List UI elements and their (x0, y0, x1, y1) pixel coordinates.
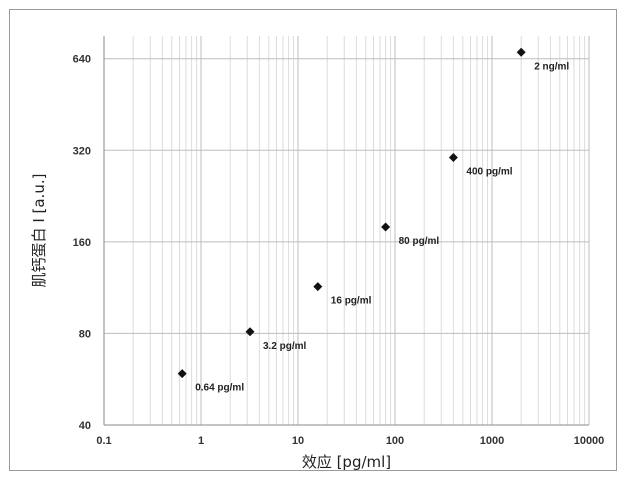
data-point (516, 47, 526, 57)
data-label: 3.2 pg/ml (263, 341, 307, 352)
minor-gridlines-x (132, 36, 586, 425)
x-tick-label: 1000 (480, 435, 504, 447)
x-tick-label: 10 (292, 435, 304, 447)
data-point (381, 222, 391, 232)
y-tick-label: 640 (73, 54, 91, 66)
y-tick-label: 320 (73, 145, 91, 157)
y-axis-title: 肌钙蛋白 I [a.u.] (30, 174, 48, 288)
x-tick-label: 100 (386, 435, 404, 447)
x-tick-label: 0.1 (96, 435, 111, 447)
data-point (313, 282, 323, 292)
y-tick-label: 160 (73, 237, 91, 249)
chart-frame (9, 9, 617, 471)
x-tick-label: 10000 (574, 435, 605, 447)
data-labels: 0.64 pg/ml 3.2 pg/ml 16 pg/ml 80 pg/ml 400 p… (195, 61, 569, 393)
x-axis-title: 效应 [pg/ml] (302, 453, 391, 471)
data-label: 400 pg/ml (466, 166, 512, 177)
tick-labels: 0.1 1 10 100 1000 10000 40 80 160 320 640 (73, 54, 605, 447)
data-points (177, 47, 526, 379)
data-point (177, 369, 187, 379)
data-point (245, 327, 255, 337)
axes (103, 36, 589, 426)
x-tick-label: 1 (198, 435, 204, 447)
y-tick-label: 40 (79, 420, 91, 432)
y-tick-label: 80 (79, 328, 91, 340)
data-label: 16 pg/ml (331, 296, 372, 307)
data-label: 0.64 pg/ml (195, 383, 244, 394)
data-point (448, 152, 458, 162)
data-label: 2 ng/ml (534, 61, 569, 72)
major-gridlines (103, 36, 590, 426)
data-label: 80 pg/ml (399, 236, 440, 247)
